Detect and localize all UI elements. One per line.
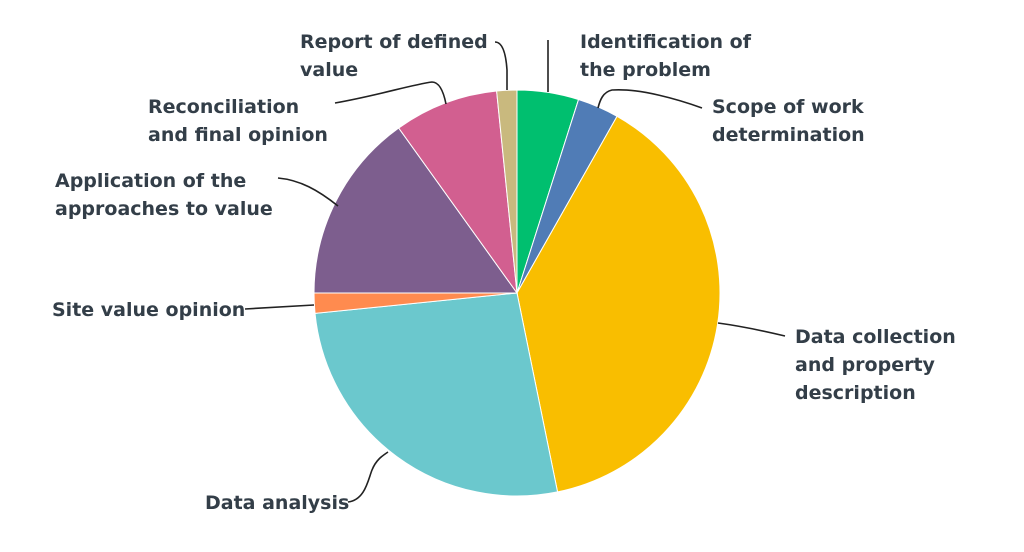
slice-label: description [795, 382, 916, 404]
pie-slice [313, 127, 518, 294]
slice-label: value [300, 59, 358, 81]
leader-line [347, 451, 389, 503]
slice-label: Site value opinion [52, 299, 245, 321]
leader-line [717, 322, 786, 337]
leader-line [277, 177, 339, 207]
slice-label: Scope of work [712, 96, 864, 118]
pie-slice [516, 115, 721, 493]
slice-label: Application of the [55, 170, 246, 192]
leader-line [334, 81, 447, 105]
leader-line [597, 89, 703, 109]
slice-label: and final opinion [148, 124, 328, 146]
leader-line [244, 304, 315, 310]
slice-label: Data collection [795, 326, 956, 348]
slice-label: Reconciliation [148, 96, 299, 118]
slice-label: approaches to value [55, 198, 273, 220]
leader-line [494, 41, 508, 90]
slice-label: Identification of [580, 31, 752, 53]
slice-label: determination [712, 124, 865, 146]
slice-label: and property [795, 354, 936, 376]
slice-label: Report of defined [300, 31, 488, 53]
slice-label: Data analysis [205, 492, 349, 514]
slice-label: the problem [580, 59, 711, 81]
pie-slice [314, 292, 559, 497]
pie-slice [496, 89, 518, 294]
